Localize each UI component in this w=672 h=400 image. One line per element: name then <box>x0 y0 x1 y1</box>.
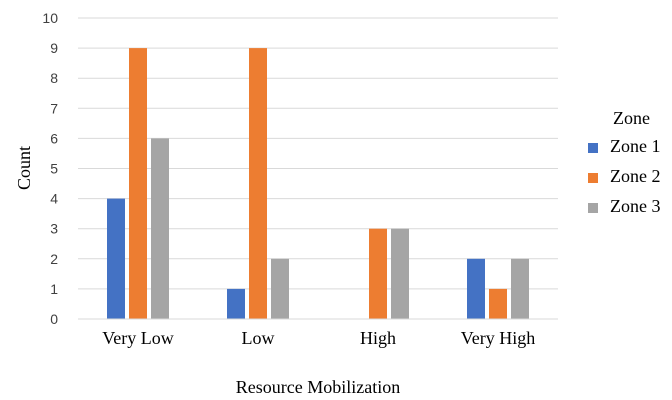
bar-zone-2-high <box>369 228 387 319</box>
bar-zone-1-low <box>227 288 245 319</box>
y-tick-label: 7 <box>50 100 58 116</box>
x-axis-title: Resource Mobilization <box>236 377 400 397</box>
bars <box>107 48 529 319</box>
legend-label: Zone 2 <box>610 166 660 186</box>
bar-zone-1-very-low <box>107 198 125 319</box>
legend-title: Zone <box>613 108 650 128</box>
x-category-label: Low <box>242 328 275 348</box>
y-tick-label: 4 <box>50 191 58 207</box>
legend-label: Zone 3 <box>610 196 660 216</box>
y-axis-ticks: 0 1 2 3 4 5 6 7 8 9 10 <box>42 10 58 327</box>
bar-zone-3-high <box>391 228 409 319</box>
bar-zone-3-low <box>271 258 289 319</box>
legend-swatch <box>588 173 598 183</box>
bar-zone-1-very-high <box>467 258 485 319</box>
y-tick-label: 2 <box>50 251 58 267</box>
y-axis-title: Count <box>14 146 34 190</box>
y-tick-label: 5 <box>50 161 58 177</box>
bar-zone-2-very-high <box>489 288 507 319</box>
y-tick-label: 10 <box>42 10 58 26</box>
x-axis-categories: Very Low Low High Very High <box>102 328 535 348</box>
y-tick-label: 8 <box>50 70 58 86</box>
bar-zone-3-very-low <box>151 138 169 319</box>
legend-label: Zone 1 <box>610 136 660 156</box>
y-tick-label: 0 <box>50 311 58 327</box>
y-tick-label: 6 <box>50 130 58 146</box>
bar-zone-2-very-low <box>129 48 147 319</box>
x-category-label: Very High <box>461 328 536 348</box>
y-tick-label: 9 <box>50 40 58 56</box>
y-tick-label: 1 <box>50 281 58 297</box>
gridlines <box>78 17 558 290</box>
legend-swatch <box>588 203 598 213</box>
legend: Zone Zone 1 Zone 2 Zone 3 <box>588 108 660 216</box>
y-tick-label: 3 <box>50 221 58 237</box>
x-category-label: High <box>360 328 396 348</box>
bar-zone-3-very-high <box>511 258 529 319</box>
x-category-label: Very Low <box>102 328 173 348</box>
legend-swatch <box>588 143 598 153</box>
bar-zone-2-low <box>249 48 267 319</box>
